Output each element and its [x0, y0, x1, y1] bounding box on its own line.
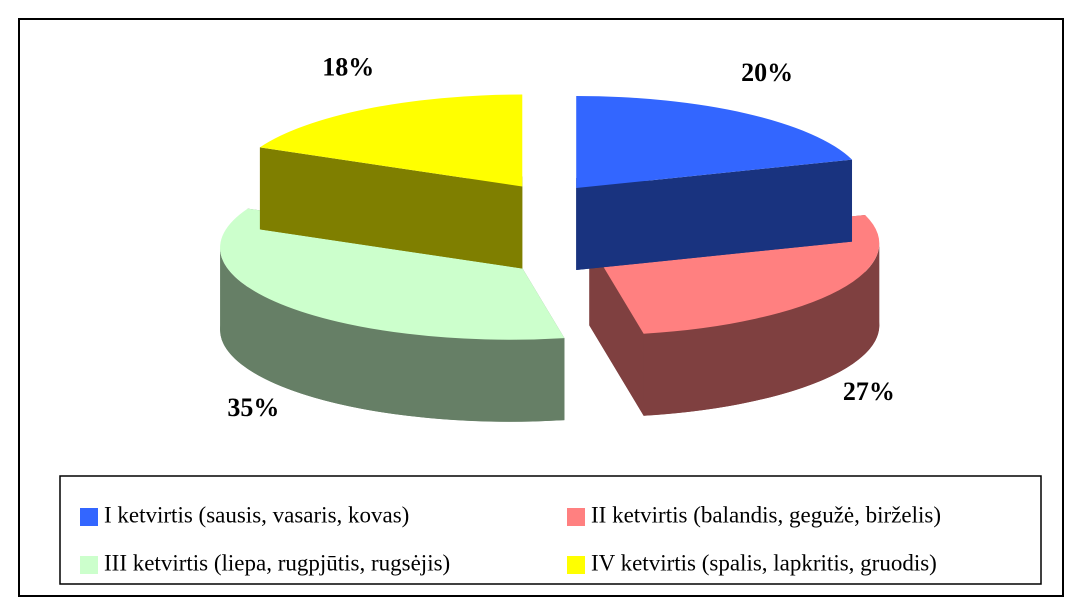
legend-swatch	[567, 508, 585, 526]
pie-slice	[259, 94, 523, 269]
slice-radial-face	[576, 159, 853, 271]
legend-swatch	[80, 556, 98, 574]
slice-top	[259, 94, 523, 187]
legend-label: IV ketvirtis (spalis, lapkritis, gruodis…	[591, 550, 937, 575]
slice-radial-face	[589, 243, 644, 416]
slice-top	[220, 208, 565, 340]
legend-swatch	[80, 508, 98, 526]
pie-slice	[220, 208, 565, 422]
legend-box	[59, 475, 1042, 585]
slice-top	[576, 96, 853, 189]
data-label: 35%	[227, 393, 279, 422]
legend-label: III ketvirtis (liepa, rugpjūtis, rugsėji…	[104, 550, 450, 575]
pie-slice	[576, 96, 853, 271]
slice-radial-face	[259, 147, 523, 269]
legend-label: I ketvirtis (sausis, vasaris, kovas)	[104, 502, 409, 527]
data-label: 20%	[741, 58, 793, 87]
slice-outer-wall	[643, 243, 880, 416]
slice-outer-wall	[220, 247, 565, 422]
legend-swatch	[567, 556, 585, 574]
data-label: 18%	[322, 52, 374, 81]
data-label: 27%	[843, 377, 895, 406]
legend-label: II ketvirtis (balandis, gegužė, birželis…	[591, 502, 941, 527]
